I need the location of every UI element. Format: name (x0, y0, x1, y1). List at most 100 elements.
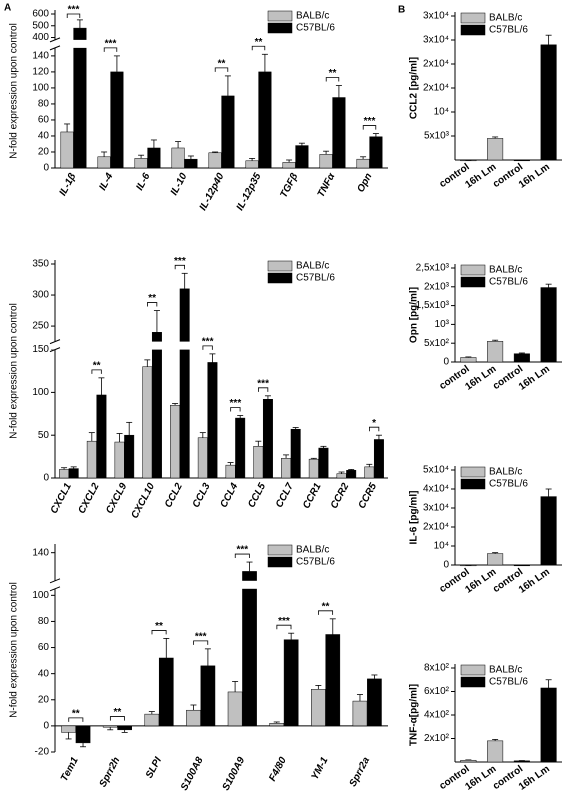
axis-break-mark (49, 339, 61, 345)
legend-label: C57BL/6 (489, 277, 528, 288)
y-tick-label: 100 (32, 590, 49, 601)
bar (295, 145, 309, 169)
bar (364, 466, 375, 479)
bar (170, 404, 181, 479)
x-tick-label: SLPI (144, 755, 164, 780)
axis-break-mark (49, 578, 61, 584)
bar (283, 639, 299, 727)
significance-bracket (325, 77, 340, 82)
y-tick-label: 0 (43, 721, 49, 732)
significance-bracket (147, 302, 158, 307)
bar (134, 158, 148, 169)
y-tick-label: 4x10⁴ (423, 484, 449, 495)
bar (124, 434, 135, 479)
bar (487, 138, 504, 161)
legend-swatch (267, 544, 293, 556)
x-tick-label: CCR5 (357, 481, 380, 511)
bar (367, 678, 382, 727)
x-tick-label: YM-1 (310, 755, 331, 782)
bar (221, 95, 235, 169)
bar (61, 725, 76, 733)
panel-letter: A (4, 3, 11, 14)
bar (460, 759, 477, 763)
bar (318, 447, 329, 479)
axis-break-mark (49, 586, 61, 592)
legend-label: C57BL/6 (296, 23, 335, 34)
y-tick-label: -20 (35, 747, 50, 758)
bar (540, 287, 557, 363)
bar (179, 288, 190, 479)
y-tick-label: 5x10³ (424, 131, 450, 142)
y-tick-label: 10³ (435, 319, 450, 330)
bar (319, 154, 333, 169)
x-tick-label: IL-4 (97, 171, 115, 192)
x-tick-label: 16h Lm (517, 162, 552, 191)
significance-bracket (276, 624, 292, 630)
x-tick-label: Tem1 (59, 755, 81, 783)
y-tick-label: 20 (38, 694, 50, 705)
x-tick-label: IL-12p40 (198, 171, 227, 212)
significance-label: *** (195, 631, 207, 642)
significance-label: *** (68, 5, 80, 16)
y-axis-label: TNF-α[pg/ml] (409, 684, 420, 746)
bar (540, 687, 557, 763)
legend-label: C57BL/6 (489, 479, 528, 490)
bar (60, 131, 74, 169)
x-tick-label: CXCL9 (104, 481, 129, 515)
y-tick-label: 4x10² (424, 710, 450, 721)
x-tick-label: S100A8 (179, 755, 206, 792)
bar (513, 353, 530, 363)
legend-swatch (267, 260, 293, 272)
bar (227, 691, 243, 727)
bar (171, 147, 185, 169)
bar (144, 713, 160, 727)
y-tick-label: 0 (43, 473, 49, 484)
significance-label: ** (255, 37, 263, 48)
y-tick-label: 100 (32, 83, 49, 94)
y-axis-label: N-fold expression upon control (9, 582, 20, 718)
bar (356, 158, 370, 169)
bar (68, 468, 79, 479)
y-tick-label: 10⁴ (434, 107, 449, 118)
y-tick-label: 150 (32, 344, 49, 355)
bar (200, 665, 216, 727)
significance-label: *** (105, 39, 117, 50)
y-tick-label: 0 (43, 163, 49, 174)
bar (151, 332, 162, 479)
y-tick-label: 2x10⁴ (423, 83, 449, 94)
y-tick-label: 140 (32, 547, 49, 558)
bar (242, 571, 257, 727)
x-tick-label: CCR2 (329, 481, 352, 511)
y-tick-label: 40 (38, 131, 50, 142)
y-tick-label: 10⁴ (434, 541, 449, 552)
y-axis-label: IL-6 [pg/ml] (409, 491, 420, 545)
legend-swatch (460, 264, 486, 276)
significance-bracket (362, 125, 377, 130)
bar (290, 428, 301, 479)
y-tick-label: 6x10² (424, 686, 450, 697)
bar (186, 709, 201, 727)
y-tick-label: 500 (32, 20, 49, 31)
legend-swatch (460, 478, 486, 490)
x-tick-label: TGFβ (278, 171, 300, 199)
bar (207, 362, 218, 479)
axis-break-mark (49, 45, 61, 51)
bar (262, 398, 273, 479)
significance-bracket (109, 716, 125, 721)
x-tick-label: 16h Lm (517, 567, 552, 596)
significance-bracket (66, 13, 81, 18)
bar (96, 394, 107, 479)
y-tick-label: 5x10² (424, 338, 450, 349)
bar (97, 156, 111, 169)
legend-swatch (267, 272, 293, 284)
legend-swatch (460, 466, 486, 478)
significance-label: ** (155, 621, 163, 632)
bar (540, 496, 557, 566)
significance-bracket (193, 640, 209, 645)
x-tick-label: S100A9 (221, 755, 248, 792)
y-axis-label: N-fold expression upon control (9, 23, 20, 159)
significance-bracket (258, 387, 269, 392)
y-tick-label: 350 (32, 259, 49, 270)
y-tick-label: 5x10⁴ (423, 465, 449, 476)
